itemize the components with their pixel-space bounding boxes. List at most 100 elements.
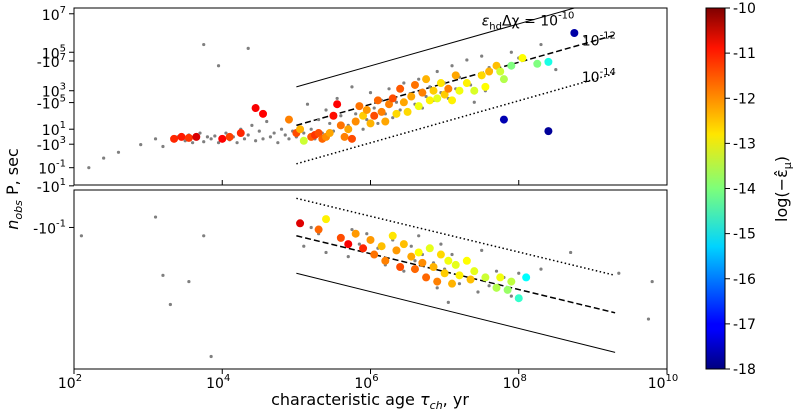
gray-data-point <box>346 255 350 259</box>
colorbar-tick-label: -11 <box>733 46 756 62</box>
colorbar: -10 -11 -12 -13 -14 -15 -16 -17 -18 log(−ε̂μ) <box>705 1 793 378</box>
colored-data-point <box>385 100 394 109</box>
gray-data-point <box>235 141 239 145</box>
gray-data-point <box>428 85 432 89</box>
top-y-ticks: 10-1 101 103 105 107 <box>38 5 74 178</box>
gray-data-point <box>554 67 558 72</box>
gray-data-point <box>161 144 165 149</box>
x-tick-label: 104 <box>206 373 230 392</box>
colored-data-point <box>333 100 342 109</box>
colored-data-point <box>429 86 438 95</box>
colored-data-point <box>388 231 397 240</box>
reference-line-dotted <box>296 197 616 277</box>
colored-data-point <box>414 102 423 111</box>
gray-data-point <box>509 50 513 54</box>
colored-data-point <box>496 67 505 76</box>
colored-data-point <box>507 61 516 70</box>
colored-data-point <box>251 104 260 113</box>
colored-data-point <box>355 102 364 111</box>
gray-data-point <box>391 116 395 120</box>
gray-data-point <box>261 137 265 141</box>
x-axis-label: characteristic age τch, yr <box>271 390 469 412</box>
reference-line-label: 10-14 <box>582 67 616 86</box>
gray-data-point <box>435 286 439 290</box>
colored-data-point <box>347 134 356 143</box>
gray-data-point <box>272 131 276 135</box>
gray-data-point <box>13 234 16 237</box>
gray-data-point <box>324 108 328 112</box>
gray-data-point <box>472 100 476 104</box>
gray-data-point <box>476 290 480 294</box>
gray-data-point <box>387 87 391 91</box>
gray-data-point <box>283 133 287 137</box>
colored-data-point <box>370 111 379 120</box>
colored-data-point <box>418 258 427 267</box>
gray-data-point <box>205 135 210 139</box>
x-tick-label: 106 <box>354 373 378 392</box>
gray-data-point <box>309 225 313 230</box>
gray-data-point <box>480 248 484 252</box>
gray-data-point <box>317 117 321 122</box>
gray-data-point <box>309 127 313 131</box>
gray-data-point <box>153 215 158 219</box>
gray-data-point <box>79 234 84 238</box>
top-line-labels: εhdΔχ = 10-10 10-12 10-14 <box>482 10 616 86</box>
colored-data-point <box>184 133 193 142</box>
colored-data-point <box>340 132 349 141</box>
colored-data-point <box>470 267 479 276</box>
colored-data-point <box>359 111 368 120</box>
colored-data-point <box>440 269 449 278</box>
colored-data-point <box>396 263 405 272</box>
y-tick-label: -103 <box>37 135 66 154</box>
colored-data-point <box>414 248 423 257</box>
colored-data-point <box>496 273 505 282</box>
gray-data-point <box>409 244 413 248</box>
colored-data-point <box>336 233 345 242</box>
gray-data-point <box>202 234 206 238</box>
colored-data-point <box>170 134 179 143</box>
colored-data-point <box>296 125 305 134</box>
colored-data-point <box>444 84 453 93</box>
colored-data-point <box>259 109 268 118</box>
gray-data-point <box>161 273 165 277</box>
x-tick-label: 1010 <box>648 373 679 392</box>
colorbar-tick-label: -12 <box>733 91 756 107</box>
gray-data-point <box>361 127 365 131</box>
gray-data-point <box>539 267 543 271</box>
colorbar-tick-label: -14 <box>733 182 756 198</box>
colored-data-point <box>481 273 490 282</box>
colored-data-point <box>399 240 408 249</box>
colored-data-point <box>351 229 360 238</box>
colored-data-point <box>522 273 531 282</box>
colored-data-point <box>344 240 353 249</box>
y-tick-label: -105 <box>37 94 66 113</box>
gray-data-point <box>517 271 521 275</box>
colored-data-point <box>518 54 527 63</box>
colorbar-tick-label: -16 <box>733 272 756 288</box>
gray-data-point <box>350 85 354 89</box>
gray-data-point <box>402 81 406 85</box>
gray-data-point <box>439 242 443 246</box>
colored-data-point <box>544 57 553 66</box>
colored-data-point <box>492 61 501 70</box>
colored-data-point <box>455 86 464 95</box>
gray-data-point <box>376 121 380 126</box>
colored-data-point <box>314 129 323 138</box>
colored-data-point <box>477 71 486 80</box>
colored-data-point <box>284 115 293 124</box>
colored-data-point <box>503 285 512 294</box>
colored-data-point <box>351 117 360 126</box>
gray-data-point <box>417 77 421 81</box>
gray-data-point <box>279 127 284 131</box>
colored-data-point <box>396 84 405 93</box>
colored-data-point <box>544 127 553 136</box>
colored-data-point <box>425 244 434 253</box>
gray-data-point <box>202 140 206 144</box>
gray-data-point <box>569 250 573 255</box>
reference-line-dotted <box>296 72 616 165</box>
colored-data-point <box>329 111 338 120</box>
gray-data-point <box>242 137 247 141</box>
bottom-gray-points <box>13 215 654 359</box>
gray-data-point <box>480 54 484 58</box>
